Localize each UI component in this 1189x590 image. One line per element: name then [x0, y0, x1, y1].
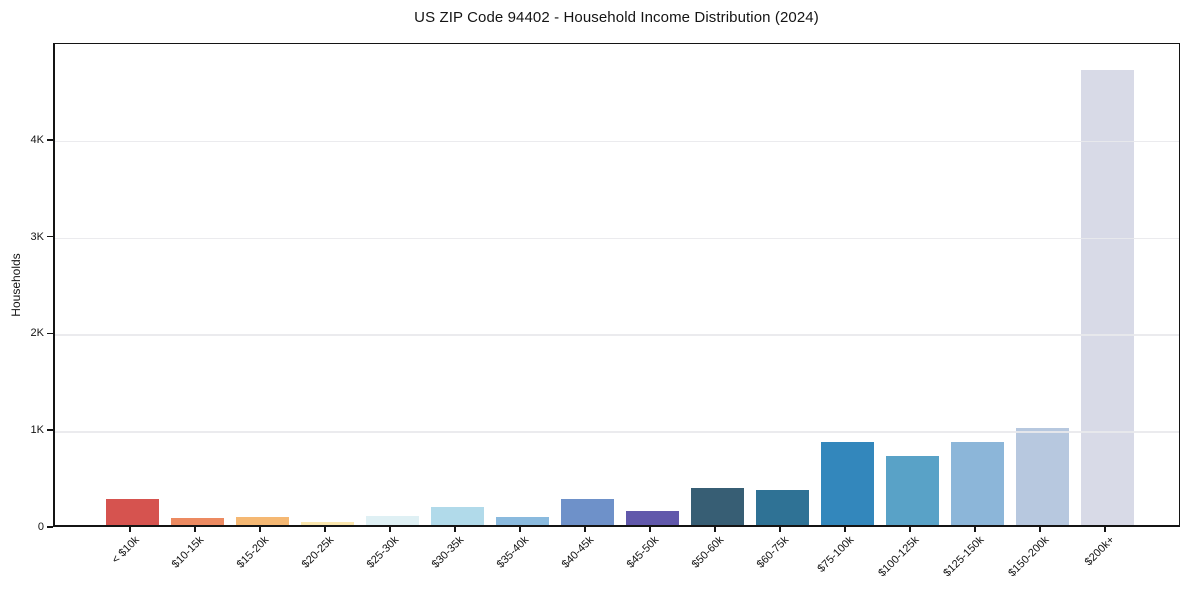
y-tick-mark	[47, 235, 53, 238]
bar	[300, 522, 354, 525]
y-tick-label: 3K	[30, 230, 44, 243]
x-tick-mark	[1039, 526, 1041, 532]
bar	[495, 517, 549, 525]
x-tick-label: $200k+	[1082, 534, 1117, 569]
bar	[430, 506, 484, 525]
x-tick-mark	[454, 526, 456, 532]
x-tick-mark	[519, 526, 521, 532]
x-tick-mark	[129, 526, 131, 532]
bar	[755, 489, 809, 525]
bar	[625, 511, 679, 525]
x-tick-mark	[389, 526, 391, 532]
y-tick-mark	[47, 139, 53, 141]
bar	[1015, 428, 1069, 525]
x-tick-label: $45-50k	[624, 534, 662, 571]
x-tick-mark	[584, 526, 586, 532]
bar	[560, 499, 614, 525]
y-tick-mark	[47, 332, 53, 335]
x-tick-label: $75-100k	[815, 534, 857, 575]
bar	[105, 498, 159, 525]
gridline	[55, 334, 1179, 336]
bar	[365, 515, 419, 525]
x-tick-mark	[779, 526, 781, 532]
y-tick-label: 4K	[30, 133, 44, 146]
y-tick-label: 2K	[30, 327, 44, 340]
x-tick-mark	[909, 526, 911, 532]
x-tick-mark	[844, 526, 846, 532]
plot-area	[53, 43, 1180, 527]
x-tick-label: $35-40k	[494, 534, 532, 571]
x-tick-label: $25-30k	[364, 534, 402, 571]
x-tick-label: $30-35k	[429, 534, 467, 571]
x-tick-label: $20-25k	[299, 534, 337, 571]
x-tick-label: $60-75k	[754, 534, 792, 571]
x-tick-label: $100-125k	[876, 534, 922, 580]
y-tick-mark	[47, 429, 53, 431]
bar	[950, 441, 1004, 525]
gridline	[55, 237, 1179, 240]
y-tick-label: 0	[37, 521, 44, 533]
gridline	[55, 140, 1179, 143]
gridline	[55, 431, 1179, 433]
x-tick-label: $150-200k	[1006, 534, 1052, 580]
bar	[1080, 70, 1134, 525]
x-tick-label: $125-150k	[941, 534, 987, 580]
x-tick-label: $15-20k	[234, 534, 272, 571]
bar	[690, 487, 744, 525]
y-axis-label: Households	[9, 253, 23, 317]
x-tick-mark	[1104, 526, 1106, 532]
x-tick-label: $10-15k	[169, 534, 207, 571]
x-tick-mark	[714, 526, 716, 532]
x-tick-label: $40-45k	[559, 534, 597, 571]
x-tick-mark	[259, 526, 261, 532]
bar	[885, 456, 939, 525]
chart-title: US ZIP Code 94402 - Household Income Dis…	[414, 9, 819, 26]
y-tick-label: 1K	[30, 424, 44, 437]
x-tick-mark	[974, 526, 976, 532]
x-tick-mark	[194, 526, 196, 532]
bar	[235, 516, 289, 525]
x-tick-mark	[324, 526, 326, 532]
y-tick-mark	[47, 526, 53, 528]
bar	[820, 441, 874, 525]
x-tick-label: $50-60k	[689, 534, 727, 571]
x-tick-label: < $10k	[109, 534, 142, 567]
bar	[170, 518, 224, 525]
x-tick-mark	[649, 526, 651, 532]
